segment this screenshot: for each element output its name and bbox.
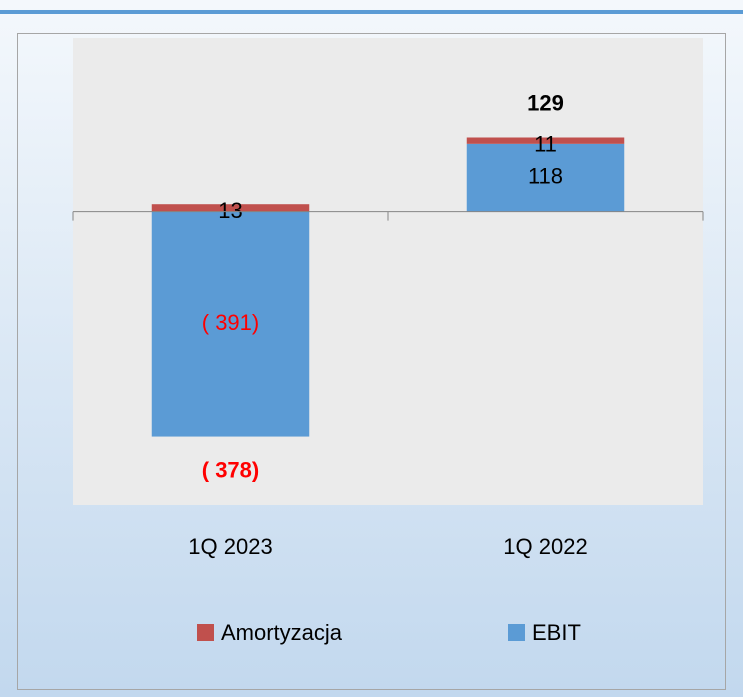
legend-swatch — [508, 624, 525, 641]
total-label: ( 378) — [202, 457, 259, 482]
data-label: ( 391) — [202, 310, 259, 335]
data-label: 118 — [528, 164, 563, 189]
x-tick-label: 1Q 2022 — [503, 534, 587, 559]
x-tick-label: 1Q 2023 — [188, 534, 272, 559]
bar — [151, 204, 310, 212]
bar — [466, 143, 625, 212]
total-label: 129 — [527, 90, 564, 115]
legend-swatch — [197, 624, 214, 641]
data-label: 11 — [534, 131, 557, 156]
bar — [466, 137, 625, 144]
legend-label: Amortyzacja — [221, 620, 343, 645]
top-bar — [0, 10, 743, 14]
bar — [151, 211, 310, 437]
legend-label: EBIT — [532, 620, 581, 645]
frame — [17, 33, 726, 690]
data-label: 13 — [218, 198, 242, 223]
